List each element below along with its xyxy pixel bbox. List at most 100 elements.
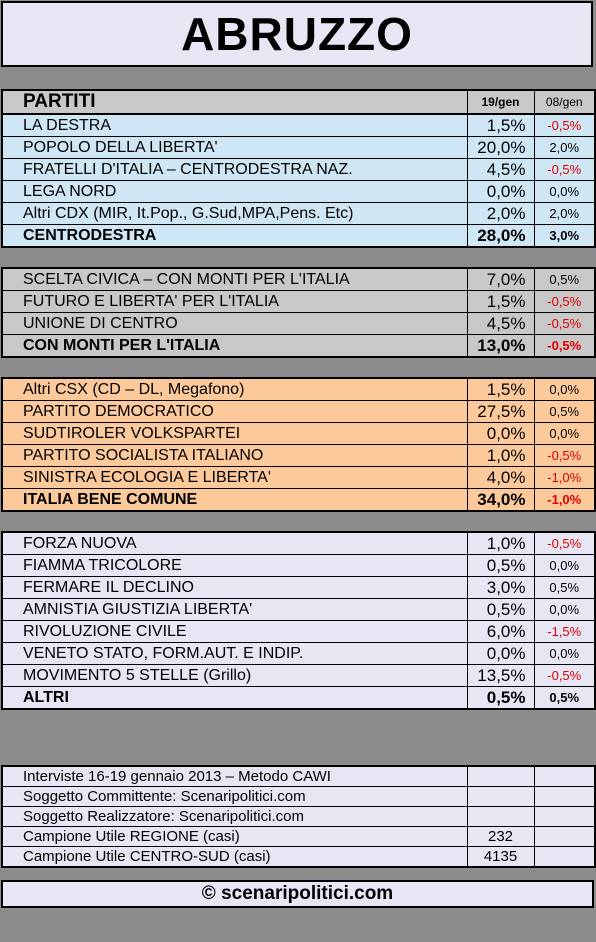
party-value: 2,0% (466, 202, 535, 225)
party-name: PARTITO SOCIALISTA ITALIANO (1, 444, 468, 467)
info-row: Campione Utile CENTRO-SUD (casi) 4135 (1, 846, 596, 868)
page-title: ABRUZZO (1, 1, 593, 67)
party-name: PARTITO DEMOCRATICO (1, 400, 468, 423)
table-row: SCELTA CIVICA – CON MONTI PER L'ITALIA 7,… (1, 267, 596, 291)
table-row: FIAMMA TRICOLORE 0,5% 0,0% (1, 554, 596, 577)
party-name: SCELTA CIVICA – CON MONTI PER L'ITALIA (1, 267, 468, 291)
party-name: SINISTRA ECOLOGIA E LIBERTA' (1, 466, 468, 489)
table-row: Altri CSX (CD – DL, Megafono) 1,5% 0,0% (1, 377, 596, 401)
party-value: 4,0% (466, 466, 535, 489)
party-name: UNIONE DI CENTRO (1, 312, 468, 335)
party-delta: -0,5% (533, 290, 596, 313)
party-name: VENETO STATO, FORM.AUT. E INDIP. (1, 642, 468, 665)
party-delta: -0,5% (533, 444, 596, 467)
party-delta: 2,0% (533, 136, 596, 159)
table-row: CENTRODESTRA 28,0% 3,0% (1, 224, 596, 248)
info-empty (533, 846, 596, 868)
party-name: FORZA NUOVA (1, 531, 468, 555)
party-value: 28,0% (466, 224, 535, 248)
party-delta: -0,5% (533, 158, 596, 181)
party-delta: 0,0% (533, 554, 596, 577)
party-value: 1,5% (466, 377, 535, 401)
table-row: AMNISTIA GIUSTIZIA LIBERTA' 0,5% 0,0% (1, 598, 596, 621)
party-name: CENTRODESTRA (1, 224, 468, 248)
party-value: 4,5% (466, 158, 535, 181)
party-delta: -1,5% (533, 620, 596, 643)
party-name: Altri CSX (CD – DL, Megafono) (1, 377, 468, 401)
party-value: 0,5% (466, 686, 535, 710)
party-value: 6,0% (466, 620, 535, 643)
table-row: RIVOLUZIONE CIVILE 6,0% -1,5% (1, 620, 596, 643)
header-date-previous: 08/gen (533, 89, 596, 115)
party-value: 1,5% (466, 290, 535, 313)
party-delta: 3,0% (533, 224, 596, 248)
header-row-table: PARTITI 19/gen 08/gen (1, 89, 596, 115)
table-row: FORZA NUOVA 1,0% -0,5% (1, 531, 596, 555)
info-table: Interviste 16-19 gennaio 2013 – Metodo C… (1, 765, 596, 868)
info-value: 232 (466, 826, 535, 847)
party-delta: -0,5% (533, 312, 596, 335)
info-empty (533, 786, 596, 807)
party-value: 34,0% (466, 488, 535, 512)
info-value (466, 786, 535, 807)
info-value (466, 765, 535, 787)
info-empty (533, 765, 596, 787)
party-delta: 0,5% (533, 267, 596, 291)
party-name: ALTRI (1, 686, 468, 710)
party-name: LA DESTRA (1, 113, 468, 137)
party-delta: 2,0% (533, 202, 596, 225)
party-value: 1,0% (466, 531, 535, 555)
info-label: Interviste 16-19 gennaio 2013 – Metodo C… (1, 765, 468, 787)
party-value: 0,0% (466, 642, 535, 665)
table-row: MOVIMENTO 5 STELLE (Grillo) 13,5% -0,5% (1, 664, 596, 687)
info-row: Soggetto Realizzatore: Scenaripolitici.c… (1, 806, 596, 827)
table-row: FUTURO E LIBERTA' PER L'ITALIA 1,5% -0,5% (1, 290, 596, 313)
table-row: Altri CDX (MIR, It.Pop., G.Sud,MPA,Pens.… (1, 202, 596, 225)
party-name: MOVIMENTO 5 STELLE (Grillo) (1, 664, 468, 687)
party-delta: 0,5% (533, 576, 596, 599)
party-name: FERMARE IL DECLINO (1, 576, 468, 599)
party-name: FIAMMA TRICOLORE (1, 554, 468, 577)
table-row: ITALIA BENE COMUNE 34,0% -1,0% (1, 488, 596, 512)
header-partiti: PARTITI (1, 89, 468, 115)
party-delta: 0,0% (533, 598, 596, 621)
info-label: Soggetto Realizzatore: Scenaripolitici.c… (1, 806, 468, 827)
party-delta: 0,0% (533, 422, 596, 445)
table-row: PARTITO SOCIALISTA ITALIANO 1,0% -0,5% (1, 444, 596, 467)
party-delta: 0,0% (533, 642, 596, 665)
party-name: FRATELLI D'ITALIA – CENTRODESTRA NAZ. (1, 158, 468, 181)
party-name: LEGA NORD (1, 180, 468, 203)
info-row: Campione Utile REGIONE (casi) 232 (1, 826, 596, 847)
party-value: 0,0% (466, 180, 535, 203)
table-row: FRATELLI D'ITALIA – CENTRODESTRA NAZ. 4,5… (1, 158, 596, 181)
party-value: 13,5% (466, 664, 535, 687)
party-delta: -1,0% (533, 466, 596, 489)
group-others: FORZA NUOVA 1,0% -0,5% FIAMMA TRICOLORE 0,5%… (1, 531, 596, 710)
party-name: ITALIA BENE COMUNE (1, 488, 468, 512)
party-name: Altri CDX (MIR, It.Pop., G.Sud,MPA,Pens.… (1, 202, 468, 225)
party-name: FUTURO E LIBERTA' PER L'ITALIA (1, 290, 468, 313)
party-value: 4,5% (466, 312, 535, 335)
party-value: 1,0% (466, 444, 535, 467)
party-delta: -0,5% (533, 531, 596, 555)
table-row: POPOLO DELLA LIBERTA' 20,0% 2,0% (1, 136, 596, 159)
party-value: 3,0% (466, 576, 535, 599)
table-row: UNIONE DI CENTRO 4,5% -0,5% (1, 312, 596, 335)
table-row: PARTITO DEMOCRATICO 27,5% 0,5% (1, 400, 596, 423)
info-row: Interviste 16-19 gennaio 2013 – Metodo C… (1, 765, 596, 787)
group-centrodestra: LA DESTRA 1,5% -0,5% POPOLO DELLA LIBERTA' 2… (1, 113, 596, 248)
party-delta: -0,5% (533, 113, 596, 137)
party-delta: 0,5% (533, 400, 596, 423)
table-row: LA DESTRA 1,5% -0,5% (1, 113, 596, 137)
party-delta: -1,0% (533, 488, 596, 512)
table-row: LEGA NORD 0,0% 0,0% (1, 180, 596, 203)
party-value: 27,5% (466, 400, 535, 423)
party-delta: 0,0% (533, 377, 596, 401)
info-empty (533, 806, 596, 827)
footer-credit: © scenaripolitici.com (1, 880, 594, 908)
group-italia-bene-comune: Altri CSX (CD – DL, Megafono) 1,5% 0,0% PAR… (1, 377, 596, 512)
info-label: Campione Utile REGIONE (casi) (1, 826, 468, 847)
party-name: AMNISTIA GIUSTIZIA LIBERTA' (1, 598, 468, 621)
info-value (466, 806, 535, 827)
party-delta: -0,5% (533, 334, 596, 358)
